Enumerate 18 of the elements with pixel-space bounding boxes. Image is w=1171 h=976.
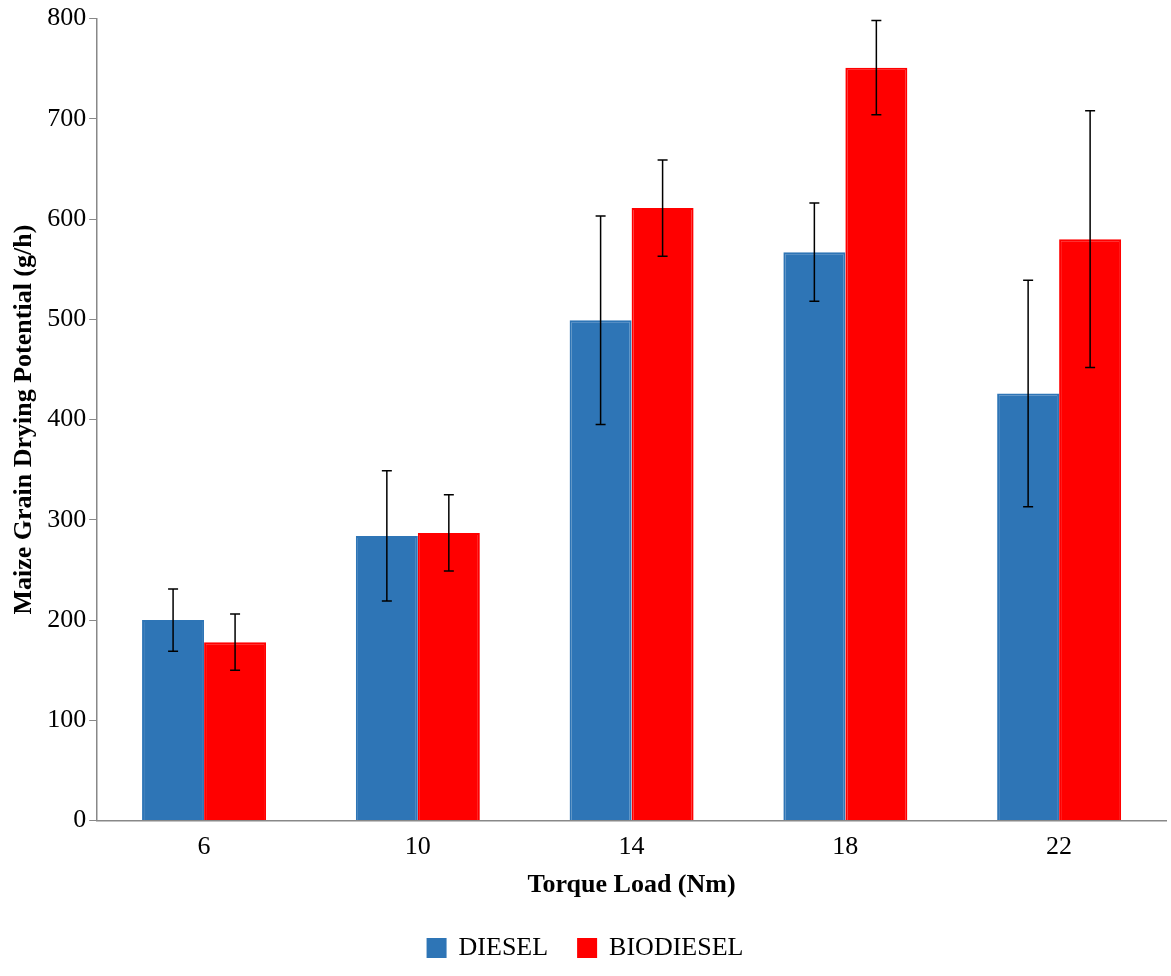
y-tick-label: 300 <box>47 503 87 533</box>
y-axis-title: Maize Grain Drying Potential (g/h) <box>8 224 38 615</box>
x-tick-label: 6 <box>197 831 211 861</box>
x-axis-title: Torque Load (Nm) <box>527 869 736 899</box>
y-tick-label: 600 <box>47 202 87 232</box>
legend-label: DIESEL <box>458 931 549 961</box>
legend-label: BIODIESEL <box>609 931 744 961</box>
y-tick-label: 500 <box>47 303 87 333</box>
y-tick-label: 0 <box>73 804 87 834</box>
x-tick-label: 14 <box>618 831 645 861</box>
y-tick-label: 700 <box>47 102 87 132</box>
x-tick-label: 22 <box>1046 831 1073 861</box>
y-tick-label: 400 <box>47 403 87 433</box>
y-tick-label: 200 <box>47 603 87 633</box>
y-tick-label: 100 <box>47 704 87 734</box>
x-tick-label: 10 <box>404 831 431 861</box>
y-tick-label: 800 <box>47 2 87 32</box>
x-tick-label: 18 <box>832 831 859 861</box>
